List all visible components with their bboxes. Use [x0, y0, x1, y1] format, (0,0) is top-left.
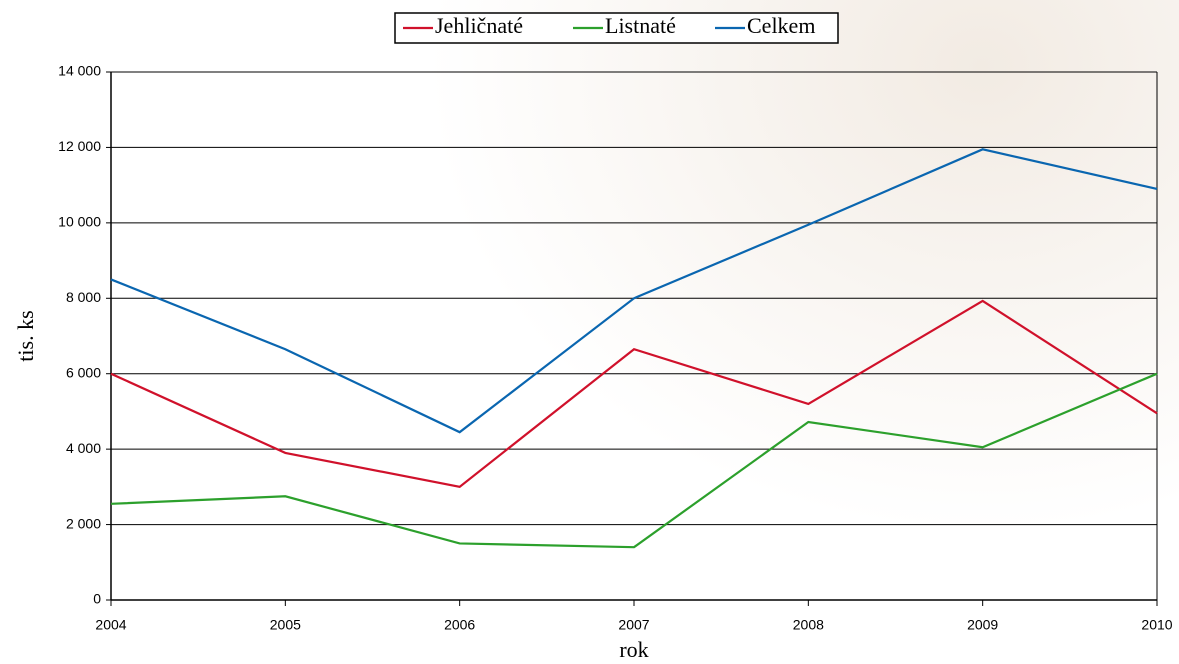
x-tick-label: 2006	[444, 617, 475, 633]
legend-label: Celkem	[747, 13, 815, 38]
y-tick-label: 0	[93, 591, 101, 607]
legend-label: Listnaté	[605, 13, 676, 38]
y-tick-label: 10 000	[58, 214, 101, 230]
x-tick-label: 2007	[618, 617, 649, 633]
legend-box	[394, 12, 839, 44]
series-line	[110, 148, 1158, 434]
x-tick-label: 2008	[793, 617, 824, 633]
y-tick-label: 6 000	[66, 364, 101, 380]
series-line	[110, 299, 1158, 489]
legend-label: Jehličnaté	[435, 13, 523, 38]
x-tick-label: 2010	[1141, 617, 1172, 633]
background	[390, 0, 1179, 664]
series-line	[110, 372, 1158, 549]
x-tick-label: 2005	[270, 617, 301, 633]
y-tick-label: 4 000	[66, 440, 101, 456]
x-axis-label: rok	[619, 637, 648, 662]
y-tick-label: 2 000	[66, 515, 101, 531]
y-tick-label: 14 000	[58, 63, 101, 79]
y-axis-label: tis. ks	[13, 310, 38, 361]
x-tick-label: 2009	[967, 617, 998, 633]
y-tick-label: 8 000	[66, 289, 101, 305]
y-tick-label: 12 000	[58, 138, 101, 154]
x-tick-label: 2004	[95, 617, 126, 633]
